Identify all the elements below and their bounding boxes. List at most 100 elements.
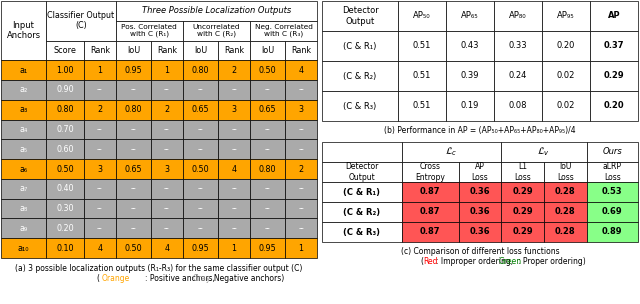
Bar bbox=[250, 60, 285, 80]
Bar bbox=[116, 60, 151, 80]
Bar bbox=[116, 179, 151, 199]
Bar bbox=[285, 100, 317, 119]
Bar bbox=[501, 202, 544, 222]
Bar bbox=[116, 219, 151, 238]
Text: 0.43: 0.43 bbox=[461, 42, 479, 50]
Bar bbox=[84, 159, 116, 179]
Bar bbox=[1, 80, 46, 100]
Bar bbox=[544, 202, 586, 222]
Bar bbox=[446, 1, 494, 31]
Bar bbox=[322, 1, 398, 31]
Bar bbox=[494, 1, 542, 31]
Bar bbox=[285, 140, 317, 159]
Text: 4: 4 bbox=[232, 164, 237, 174]
Text: a₈: a₈ bbox=[19, 204, 28, 213]
Text: 0.80: 0.80 bbox=[125, 105, 142, 114]
Bar bbox=[1, 100, 46, 119]
Text: Rank: Rank bbox=[291, 46, 311, 55]
Bar bbox=[151, 100, 183, 119]
Text: IoU: IoU bbox=[127, 46, 140, 55]
Text: a₅: a₅ bbox=[19, 145, 28, 154]
Text: (C & R₂): (C & R₂) bbox=[344, 208, 381, 216]
Bar bbox=[183, 21, 250, 40]
Bar bbox=[285, 219, 317, 238]
Text: 0.89: 0.89 bbox=[602, 227, 623, 237]
Bar bbox=[1, 1, 46, 60]
Bar bbox=[84, 179, 116, 199]
Text: 1: 1 bbox=[97, 66, 102, 75]
Bar bbox=[250, 140, 285, 159]
Bar bbox=[590, 1, 638, 31]
Bar bbox=[542, 61, 590, 91]
Bar bbox=[218, 40, 250, 60]
Text: 0.60: 0.60 bbox=[56, 145, 74, 154]
Bar bbox=[116, 140, 151, 159]
Bar bbox=[46, 179, 84, 199]
Text: --: -- bbox=[265, 224, 271, 233]
Text: 0.10: 0.10 bbox=[56, 244, 74, 253]
Text: a₁: a₁ bbox=[19, 66, 28, 75]
Text: aLRP
Loss: aLRP Loss bbox=[603, 162, 621, 182]
Text: AP₅₀: AP₅₀ bbox=[413, 12, 431, 20]
Text: 3: 3 bbox=[97, 164, 102, 174]
Bar bbox=[1, 159, 46, 179]
Text: --: -- bbox=[198, 125, 204, 134]
Bar bbox=[116, 80, 151, 100]
Text: (: ( bbox=[157, 274, 161, 283]
Text: 2: 2 bbox=[299, 164, 304, 174]
Text: : Positive anchors,: : Positive anchors, bbox=[145, 274, 220, 283]
Text: --: -- bbox=[198, 145, 204, 154]
Text: 0.80: 0.80 bbox=[56, 105, 74, 114]
Bar bbox=[151, 60, 183, 80]
Bar bbox=[46, 119, 84, 140]
Bar bbox=[250, 21, 317, 40]
Bar bbox=[285, 40, 317, 60]
Text: (c) Comparison of different loss functions: (c) Comparison of different loss functio… bbox=[401, 247, 559, 256]
Bar bbox=[501, 142, 586, 162]
Text: 2: 2 bbox=[97, 105, 102, 114]
Text: Classifier Output
(C): Classifier Output (C) bbox=[47, 11, 115, 30]
Bar bbox=[84, 238, 116, 258]
Text: --: -- bbox=[265, 184, 271, 193]
Bar bbox=[116, 119, 151, 140]
Text: 0.69: 0.69 bbox=[602, 208, 623, 216]
Bar bbox=[285, 199, 317, 219]
Bar bbox=[46, 80, 84, 100]
Text: Red: Red bbox=[423, 257, 438, 266]
Text: Rank: Rank bbox=[90, 46, 110, 55]
Bar bbox=[250, 80, 285, 100]
Text: Detector
Output: Detector Output bbox=[342, 6, 378, 26]
Text: Input
Anchors: Input Anchors bbox=[6, 21, 40, 40]
Text: (C & R₃): (C & R₃) bbox=[344, 102, 377, 110]
Text: 0.19: 0.19 bbox=[461, 102, 479, 110]
Bar bbox=[183, 100, 218, 119]
Text: --: -- bbox=[164, 204, 170, 213]
Bar bbox=[322, 91, 398, 121]
Text: --: -- bbox=[198, 224, 204, 233]
Bar bbox=[218, 80, 250, 100]
Bar bbox=[586, 222, 638, 242]
Text: 0.40: 0.40 bbox=[56, 184, 74, 193]
Bar bbox=[116, 199, 151, 219]
Text: a₄: a₄ bbox=[19, 125, 28, 134]
Text: --: -- bbox=[231, 184, 237, 193]
Bar bbox=[218, 140, 250, 159]
Bar bbox=[542, 91, 590, 121]
Text: --: -- bbox=[131, 145, 136, 154]
Text: Rank: Rank bbox=[224, 46, 244, 55]
Text: IoU
Loss: IoU Loss bbox=[557, 162, 573, 182]
Text: 0.80: 0.80 bbox=[192, 66, 209, 75]
Text: 0.28: 0.28 bbox=[555, 208, 575, 216]
Bar bbox=[544, 222, 586, 242]
Bar bbox=[218, 119, 250, 140]
Bar bbox=[285, 238, 317, 258]
Bar bbox=[250, 219, 285, 238]
Text: 0.50: 0.50 bbox=[125, 244, 142, 253]
Bar bbox=[398, 61, 446, 91]
Bar bbox=[151, 119, 183, 140]
Text: 4: 4 bbox=[164, 244, 170, 253]
Text: 0.53: 0.53 bbox=[602, 188, 623, 196]
Text: 0.50: 0.50 bbox=[56, 164, 74, 174]
Bar bbox=[1, 219, 46, 238]
Text: 0.28: 0.28 bbox=[555, 227, 575, 237]
